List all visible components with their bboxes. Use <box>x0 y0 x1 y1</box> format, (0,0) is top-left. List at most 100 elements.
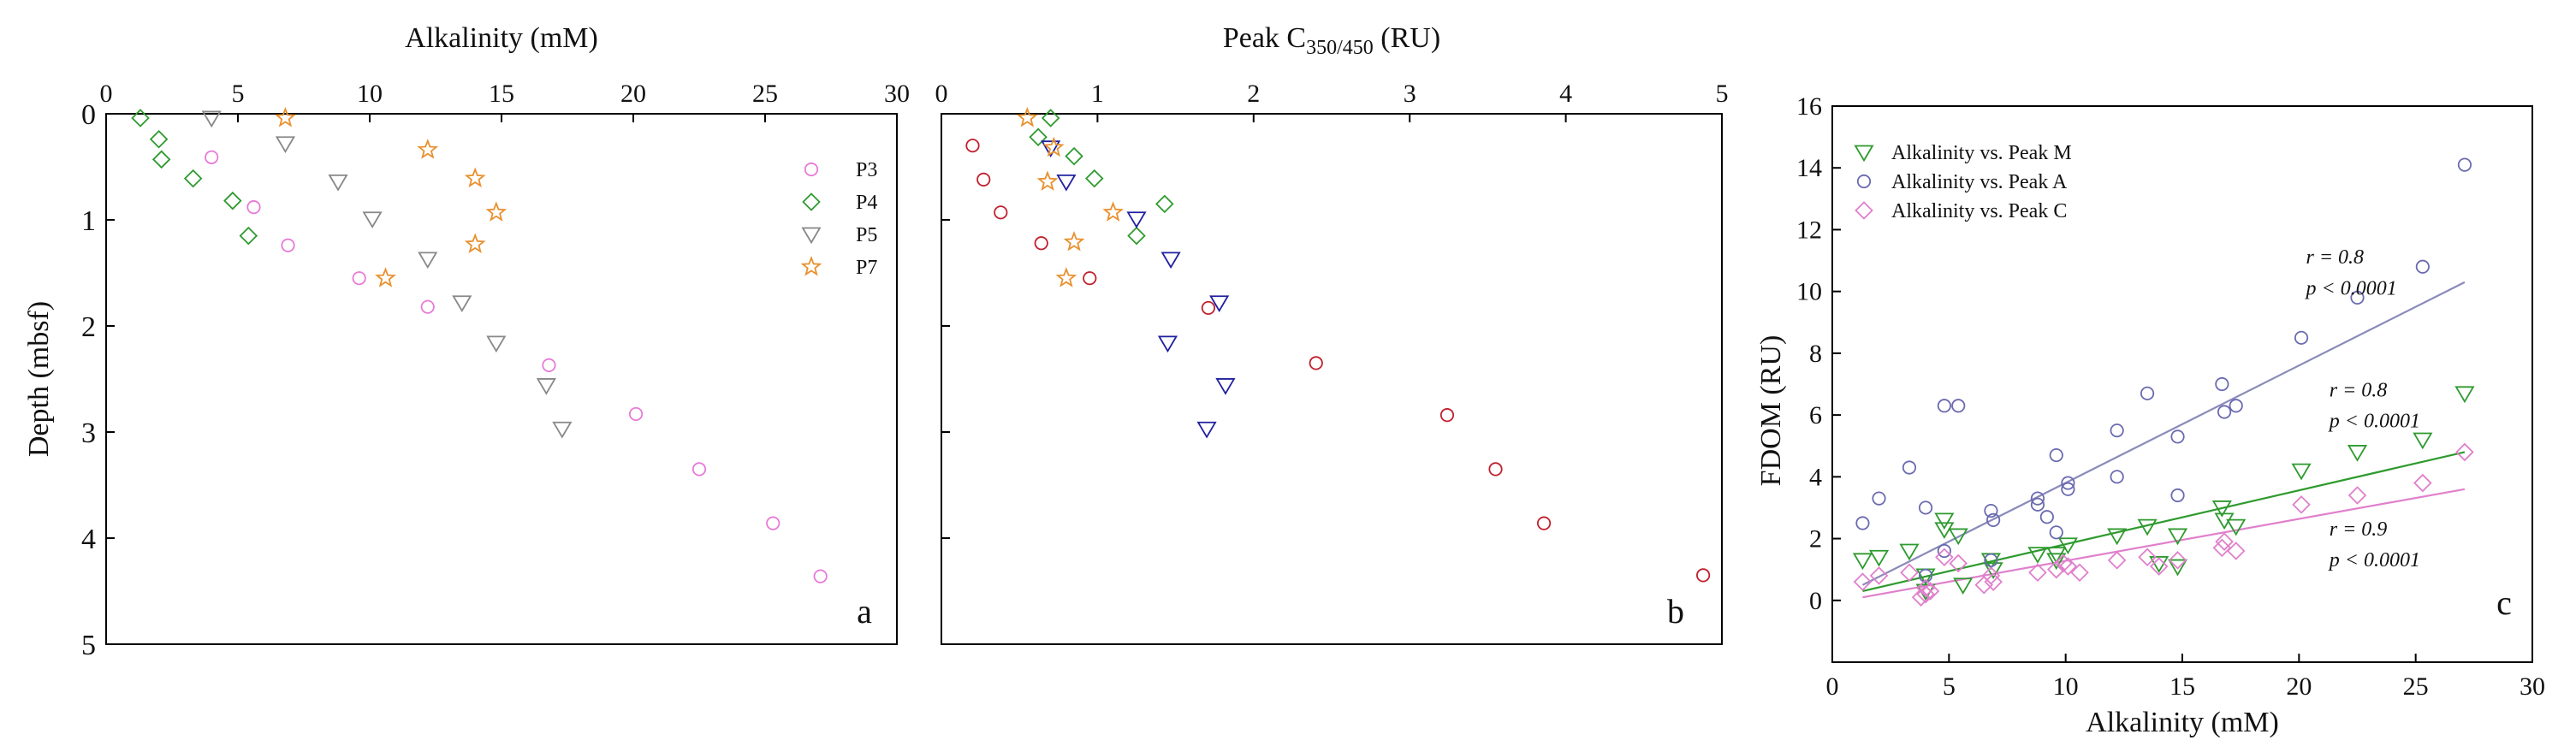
legend-label-p3: P3 <box>856 159 877 181</box>
panel-b-point-p5 <box>1209 295 1230 312</box>
panel-b-point-p5 <box>1126 211 1147 229</box>
panel-a-point-p5 <box>328 174 348 192</box>
panel-c-point-alkalinity-vs-peak-c <box>2413 473 2432 493</box>
panel-b-x-axis-title-sub: 350/450 <box>1306 37 1374 59</box>
panel-b-point-p3 <box>1696 568 1711 583</box>
panel-c-point-alkalinity-vs-peak-m <box>1899 543 1920 561</box>
panel-a-point-p4 <box>183 169 203 188</box>
panel-c-point-alkalinity-vs-peak-a <box>2294 330 2309 345</box>
panel-c-x-tick-label: 25 <box>2403 672 2429 701</box>
panel-c-x-tick-label: 0 <box>1826 672 1839 701</box>
legend-label-alkalinity-vs-peak-c: Alkalinity vs. Peak C <box>1891 200 2067 222</box>
panel-c-point-alkalinity-vs-peak-a <box>2030 491 2045 506</box>
panel-a-point-p5 <box>452 295 472 312</box>
panel-c-point-alkalinity-vs-peak-a <box>2457 157 2472 172</box>
panel-a-x-tick-label: 20 <box>620 80 646 108</box>
legend-label-alkalinity-vs-peak-m: Alkalinity vs. Peak M <box>1891 142 2072 164</box>
panel-c-point-alkalinity-vs-peak-m <box>2046 553 2067 571</box>
panel-c-point-alkalinity-vs-peak-a <box>2039 510 2054 524</box>
panel-b-point-p5 <box>1160 252 1181 269</box>
panel-a-point-p5 <box>275 136 296 153</box>
legend-marker-p7 <box>800 255 822 276</box>
annotation-p: p < 0.0001 <box>2328 411 2420 433</box>
panel-c: Alkalinity (mM) FDOM (RU) c 0 5 10 15 20 25 30… <box>1755 92 2545 738</box>
panel-a-point-p4 <box>131 109 150 127</box>
panel-c-point-alkalinity-vs-peak-m <box>1948 528 1968 546</box>
annotation-r: r = 0.8 <box>2330 379 2388 401</box>
panel-c-point-alkalinity-vs-peak-a <box>1918 500 1933 515</box>
panel-b-point-p7 <box>1042 136 1065 157</box>
panel-c-point-alkalinity-vs-peak-c <box>2168 551 2187 570</box>
panel-b-point-p4 <box>1155 194 1174 214</box>
panel-c-point-alkalinity-vs-peak-c <box>1853 572 1873 591</box>
panel-b-point-p3 <box>1536 516 1552 530</box>
panel-a-x-tick-label: 10 <box>357 80 383 108</box>
panel-b-point-p3 <box>1034 236 1048 251</box>
panel-c-point-alkalinity-vs-peak-a <box>2030 497 2045 512</box>
legend-marker-alkalinity-vs-peak-m <box>1854 145 1874 163</box>
panel-a-y-tick-label: 3 <box>81 417 96 449</box>
panel-b-point-p4 <box>1029 127 1048 147</box>
panel-c-point-alkalinity-vs-peak-m <box>1934 512 1955 530</box>
annotation-r: r = 0.9 <box>2330 518 2388 541</box>
panel-a-x-tick-label: 30 <box>884 80 910 108</box>
panel-a-point-p4 <box>239 226 258 246</box>
panel-c-point-alkalinity-vs-peak-c <box>1984 572 2003 591</box>
panel-b-point-p3 <box>1201 300 1216 316</box>
panel-a-y-tick-label: 2 <box>81 311 96 343</box>
panel-c-point-alkalinity-vs-peak-a <box>1986 512 2001 527</box>
panel-a-point-p3 <box>691 462 707 477</box>
panel-c-point-alkalinity-vs-peak-c <box>1935 548 1954 566</box>
panel-a: Alkalinity (mM) Depth (mbsf) a 0 5 10 15 20 2… <box>23 22 910 661</box>
panel-a-point-p5 <box>486 335 507 353</box>
panel-c-point-alkalinity-vs-peak-c <box>2107 551 2127 570</box>
panel-a-point-p7 <box>417 139 439 159</box>
panel-a-point-p3 <box>281 238 295 252</box>
panel-a-point-p5 <box>536 378 556 395</box>
legend-marker-alkalinity-vs-peak-c <box>1855 201 1873 220</box>
panel-c-point-alkalinity-vs-peak-a <box>2140 386 2155 400</box>
panel-c-point-alkalinity-vs-peak-c <box>2215 532 2234 551</box>
panel-a-point-p3 <box>420 299 435 314</box>
panel-c-point-alkalinity-vs-peak-c <box>1920 582 1940 601</box>
panel-b-x-axis-title-main: Peak C <box>1223 22 1306 54</box>
panel-b-x-tick-label: 4 <box>1559 80 1572 108</box>
panel-a-x-tick-label: 15 <box>489 80 514 108</box>
panel-c-x-tick-label: 5 <box>1943 672 1956 701</box>
panel-a-point-p5 <box>362 211 383 229</box>
panel-b-x-axis-title: Peak C350/450 (RU) <box>1223 22 1440 59</box>
panel-b-point-p4 <box>1065 146 1083 166</box>
panel-c-point-alkalinity-vs-peak-c <box>1949 554 1968 573</box>
panel-b-point-p7 <box>1063 230 1085 252</box>
legend-label-p7: P7 <box>856 257 877 279</box>
panel-a-point-p4 <box>151 150 171 169</box>
panel-b-x-tick-label: 3 <box>1404 80 1416 108</box>
panel-c-x-tick-label: 15 <box>2169 672 2195 701</box>
panel-c-point-alkalinity-vs-peak-a <box>1984 553 1998 567</box>
annotation-r: r = 0.8 <box>2306 246 2365 269</box>
panel-c-point-alkalinity-vs-peak-a <box>1872 491 1886 506</box>
panel-c-x-tick-label: 20 <box>2286 672 2312 701</box>
panel-b-point-p3 <box>1439 408 1455 423</box>
panel-c-point-alkalinity-vs-peak-m <box>1852 553 1873 571</box>
panel-a-x-tick-label: 0 <box>100 80 113 108</box>
annotation-p: p < 0.0001 <box>2328 549 2420 571</box>
trendline-alkalinity-vs-peak-m <box>1862 451 2466 593</box>
panel-b-point-p7 <box>1016 107 1038 127</box>
panel-c-point-alkalinity-vs-peak-a <box>2170 488 2185 503</box>
panel-c-label: c <box>2496 583 2512 622</box>
panel-b-point-p5 <box>1196 421 1217 439</box>
panel-c-y-tick-label: 12 <box>1796 216 1822 244</box>
panel-b-frame <box>941 113 1723 645</box>
panel-c-point-alkalinity-vs-peak-a <box>1984 503 1998 518</box>
panel-c-point-alkalinity-vs-peak-a <box>2061 476 2075 490</box>
panel-c-point-alkalinity-vs-peak-c <box>2138 548 2157 566</box>
panel-c-x-tick-label: 10 <box>2053 672 2079 701</box>
panel-c-y-axis-title: FDOM (RU) <box>1755 335 1787 487</box>
panel-a-point-p3 <box>628 406 644 422</box>
panel-c-point-alkalinity-vs-peak-c <box>1974 575 1994 595</box>
panel-c-y-tick-label: 16 <box>1796 92 1822 121</box>
panel-a-y-axis-title: Depth (mbsf) <box>23 301 55 457</box>
legend-marker-alkalinity-vs-peak-a <box>1856 174 1872 189</box>
panel-a-x-axis-title: Alkalinity (mM) <box>405 22 598 54</box>
